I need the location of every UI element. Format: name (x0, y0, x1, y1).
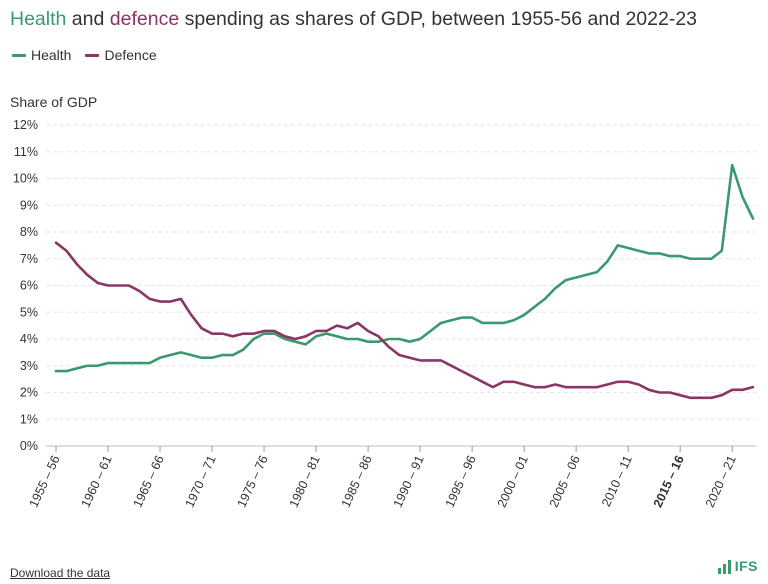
legend-item-health[interactable]: Health (12, 47, 71, 63)
logo-text: IFS (734, 558, 758, 574)
series-line-health (54, 163, 755, 373)
legend-label-defence: Defence (104, 47, 157, 63)
x-tick-label: 2015 – 16 (651, 453, 687, 509)
x-tick-label: 1955 – 56 (27, 453, 63, 509)
series-line-defence (54, 241, 755, 400)
x-tick-label: 1960 – 61 (79, 453, 115, 509)
y-tick-label: 3% (20, 359, 38, 373)
y-axis-label: Share of GDP (10, 94, 98, 110)
x-tick-label: 2005 – 06 (547, 453, 583, 509)
x-tick-label: 2000 – 01 (495, 453, 531, 509)
x-tick-label: 1985 – 86 (339, 453, 375, 509)
y-tick-label: 1% (20, 412, 38, 426)
y-tick-label: 0% (20, 439, 38, 453)
x-tick-label: 1995 – 96 (443, 453, 479, 509)
legend-label-health: Health (31, 47, 72, 63)
ifs-logo: IFS (717, 558, 758, 574)
y-tick-label: 7% (20, 252, 38, 266)
y-tick-label: 4% (20, 332, 38, 346)
y-tick-label: 6% (20, 279, 38, 293)
title-health-word: Health (10, 8, 67, 30)
x-tick-label: 2020 – 21 (703, 453, 739, 509)
x-tick-label: 1970 – 71 (183, 453, 219, 509)
y-tick-label: 10% (13, 172, 38, 186)
y-tick-label: 12% (13, 118, 38, 132)
title-rest: spending as shares of GDP, between 1955-… (184, 8, 698, 30)
legend-swatch-health (12, 53, 26, 57)
chart-title: Health and defence spending as shares of… (10, 8, 697, 31)
x-tick-label: 1990 – 91 (391, 453, 427, 509)
y-tick-label: 8% (20, 225, 38, 239)
y-tick-label: 5% (20, 305, 38, 319)
legend-item-defence[interactable]: Defence (85, 47, 157, 63)
x-tick-label: 1980 – 81 (287, 453, 323, 509)
x-tick-label: 2010 – 11 (599, 453, 635, 509)
title-and-word: and (71, 8, 105, 30)
y-tick-label: 2% (20, 386, 38, 400)
y-tick-label: 9% (20, 198, 38, 212)
legend-swatch-defence (85, 53, 100, 57)
download-data-link[interactable]: Download the data (10, 566, 111, 580)
legend: Health Defence (12, 47, 157, 63)
title-defence-word: defence (109, 8, 180, 30)
y-tick-label: 11% (14, 145, 38, 159)
x-tick-label: 1965 – 66 (131, 453, 167, 509)
x-tick-label: 1975 – 76 (235, 453, 271, 509)
